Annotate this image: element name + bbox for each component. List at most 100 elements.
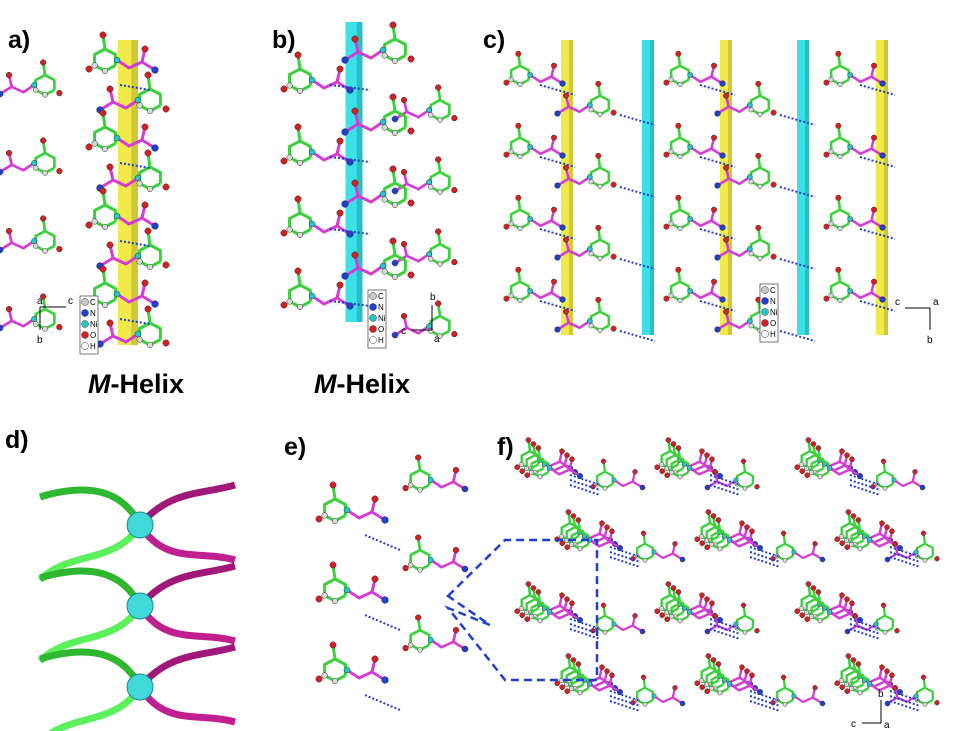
atom [297,232,303,238]
bond [917,544,933,561]
atom [392,116,398,122]
atom [100,266,106,272]
atom [403,485,409,491]
atom [893,541,898,546]
bond [411,630,430,650]
atom [589,179,594,184]
atom [86,144,92,150]
atom [137,181,143,187]
atom [453,627,459,633]
atom [655,465,660,470]
legend-swatch [82,321,89,328]
atom [844,538,848,542]
atom [569,686,573,690]
bond [95,127,116,149]
atom [344,507,350,513]
atom [806,437,811,442]
atom [720,225,726,231]
atom [100,32,106,38]
atom [678,619,682,623]
atom [417,487,422,492]
atom [664,224,669,229]
atom [287,299,293,305]
atom [57,168,63,174]
atom [755,628,760,633]
bond [140,323,161,345]
atom [749,179,754,184]
bond [831,66,849,85]
axis-label: b [430,292,436,303]
atom [598,328,603,333]
atom [838,82,843,87]
bond [637,544,653,561]
atom [809,470,813,474]
bond [411,470,430,490]
atom [569,542,573,546]
atom [680,701,685,706]
atom [633,469,638,474]
atom [297,304,303,310]
atom [33,87,38,92]
bond [511,66,529,85]
atom [152,223,159,230]
panel-label: d) [5,426,29,454]
atom [816,445,821,450]
atom [392,188,398,194]
atom [844,682,848,686]
atom [665,617,670,622]
atom [452,115,458,121]
atom [100,110,106,116]
atom [676,445,681,450]
legend-label: C [770,286,776,295]
atom [295,196,301,202]
bond [140,89,161,111]
atom [652,550,657,555]
atom [435,301,441,307]
atom [723,165,728,170]
atom [524,610,528,614]
atom [504,224,509,229]
atom [813,685,818,690]
atom [163,340,169,346]
atom [526,437,531,442]
helix-axis-shade [569,40,573,335]
atom [428,112,433,117]
atom [529,614,533,618]
atom [871,279,876,284]
panel-label: e) [284,433,306,461]
atom [676,267,681,272]
atom [563,93,568,98]
atom [664,610,668,614]
atom [676,195,681,200]
bond [777,688,793,705]
atom [565,545,570,550]
atom [509,149,514,154]
atom [851,513,856,518]
axis-label: b [37,335,43,346]
atom [92,219,98,225]
atom [382,517,389,524]
atom [516,51,521,56]
atom [895,628,900,633]
legend-label: C [378,292,384,301]
atom [415,455,421,461]
bond [290,285,311,307]
atom [598,184,603,189]
atom [163,106,169,112]
legend-label: Ni [90,320,98,329]
atom [57,90,63,96]
atom [611,110,616,115]
atom [555,681,560,686]
atom [547,610,552,615]
atom [598,256,603,261]
atom [871,63,876,68]
atom [806,581,811,586]
atom [330,482,336,488]
atom [352,36,358,42]
atom [509,293,514,298]
atom [695,537,700,542]
atom [838,154,843,159]
atom [660,469,665,474]
atom [569,601,574,606]
atom [6,150,12,156]
